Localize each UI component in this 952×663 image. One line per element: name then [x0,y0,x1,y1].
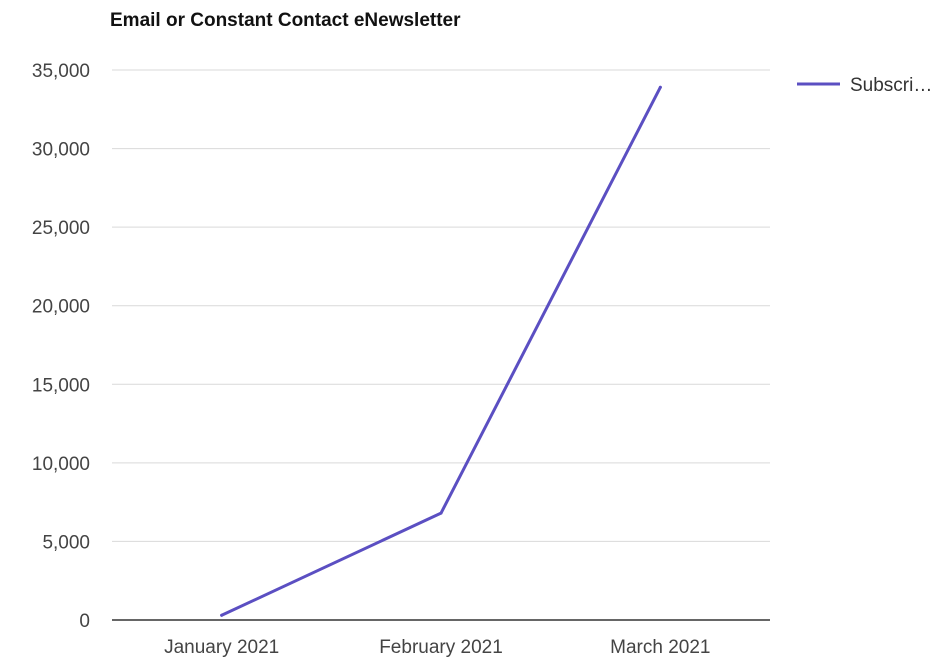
y-tick-label: 30,000 [32,140,90,161]
series-lines [220,85,662,617]
y-tick-label: 35,000 [32,61,90,82]
y-axis-tick-labels: 0 5,000 10,000 15,000 20,000 25,000 30,000 35,0… [32,61,90,632]
legend-label: Subscri… [850,75,932,96]
x-tick-label: February 2021 [379,637,503,658]
data-point [439,511,443,515]
data-point [658,85,662,89]
x-axis-tick-labels: January 2021 February 2021 March 2021 [164,637,710,658]
y-tick-label: 10,000 [32,454,90,475]
chart-title: Email or Constant Contact eNewsletter [110,10,461,31]
y-tick-label: 20,000 [32,297,90,318]
series-line [220,85,662,617]
y-tick-label: 15,000 [32,375,90,396]
gridlines [112,69,770,621]
data-point [220,613,224,617]
x-tick-label: January 2021 [164,637,279,658]
y-tick-label: 5,000 [42,532,90,553]
y-tick-label: 25,000 [32,218,90,239]
y-tick-label: 0 [79,611,90,632]
legend: Subscri… [797,75,932,96]
x-tick-label: March 2021 [610,637,710,658]
